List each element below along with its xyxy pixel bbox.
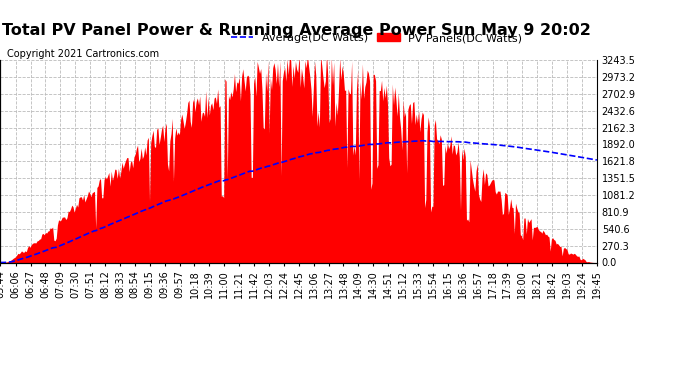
- Text: Total PV Panel Power & Running Average Power Sun May 9 20:02: Total PV Panel Power & Running Average P…: [2, 22, 591, 38]
- Text: Copyright 2021 Cartronics.com: Copyright 2021 Cartronics.com: [7, 49, 159, 59]
- Legend: Average(DC Watts), PV Panels(DC Watts): Average(DC Watts), PV Panels(DC Watts): [227, 28, 527, 48]
